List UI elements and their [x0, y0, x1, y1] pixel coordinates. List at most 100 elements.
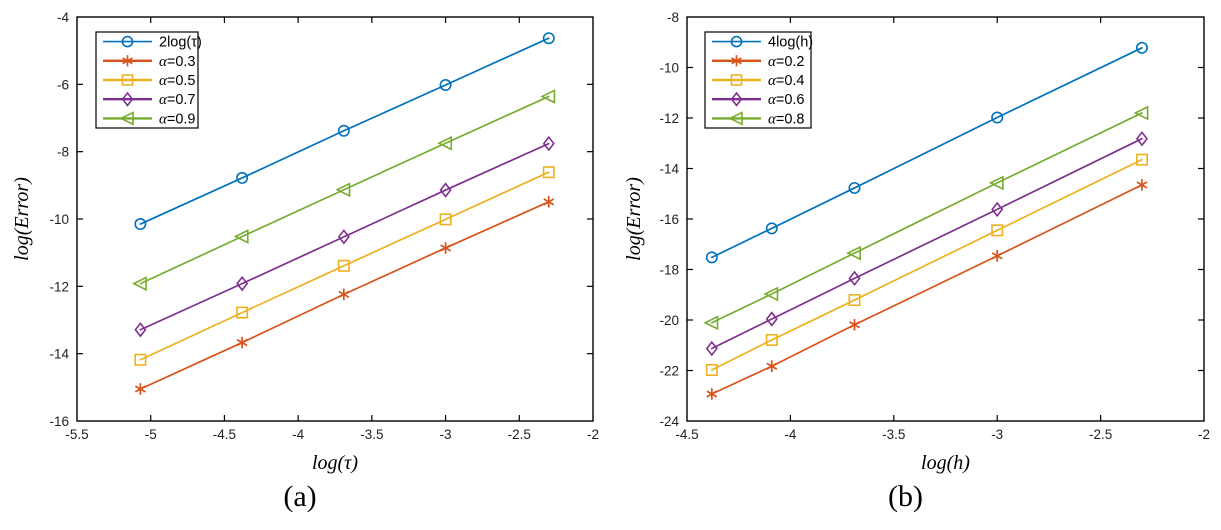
y-tick-label: -12: [49, 279, 69, 294]
legend-label: α=0.4: [768, 73, 805, 89]
data-point-marker-diamond: [439, 182, 452, 198]
legend-label: α=0.9: [159, 111, 196, 127]
legend-label: α=0.8: [768, 111, 805, 127]
data-point-marker-circle: [1135, 41, 1148, 54]
data-point-marker-square: [705, 363, 718, 376]
data-point-marker-square: [765, 333, 778, 346]
data-point-marker-diamond: [337, 229, 350, 245]
data-point-marker-asterisk: [706, 388, 718, 400]
data-point-marker-diamond: [542, 135, 555, 152]
panel-a-caption: (a): [283, 480, 317, 513]
x-tick-label: -4.5: [675, 427, 698, 442]
data-point-marker-asterisk: [991, 250, 1003, 262]
panel-b: -4.5 -4 -3.5 -3 -2.5 -2 -8 -10 -12 -14 -16 -18 -20 -2…: [620, 0, 1221, 530]
data-point-marker-circle: [121, 35, 134, 48]
data-point-marker-square: [121, 74, 134, 86]
x-tick-label: -5.5: [65, 427, 88, 442]
x-tick-label: -3: [440, 427, 452, 442]
x-tick-label: -2: [587, 427, 599, 442]
y-tick-label: -4: [57, 10, 69, 25]
data-point-marker-circle: [337, 124, 350, 137]
series-4: [703, 105, 1149, 331]
y-tick-label: -10: [659, 61, 679, 76]
data-point-marker-diamond: [121, 91, 134, 107]
panel-a: -5.5 -5 -4.5 -4 -3.5 -3 -2.5 -2 -4 -6 -8 -10 -12 -14 -…: [11, 10, 599, 513]
series-2: [705, 153, 1148, 376]
y-axis-title: log(Error): [11, 177, 33, 261]
data-point-marker-circle: [542, 32, 555, 45]
panel-a-plot: -5.5 -5 -4.5 -4 -3.5 -3 -2.5 -2 -4 -6 -8 -10 -12 -14 -…: [11, 10, 599, 474]
y-tick-label: -16: [659, 212, 679, 227]
data-point-marker-triangle-left: [437, 135, 453, 151]
data-point-marker-asterisk: [1136, 179, 1148, 191]
legend-label: 2log(τ): [159, 35, 202, 51]
panel-b-plot: -4.5 -4 -3.5 -3 -2.5 -2 -8 -10 -12 -14 -16 -18 -20 -2…: [623, 10, 1210, 474]
y-tick-label: -24: [659, 414, 679, 429]
panel-b-caption: (b): [888, 480, 923, 513]
series-line: [139, 95, 550, 285]
data-point-marker-square: [730, 74, 743, 86]
x-tick-label: -3: [991, 427, 1003, 442]
data-point-marker-circle: [236, 171, 249, 184]
series-1: [706, 179, 1148, 400]
x-tick-label: -3.5: [360, 427, 383, 442]
data-point-marker-circle: [705, 251, 718, 264]
series-line: [139, 37, 550, 225]
data-point-marker-triangle-left: [131, 276, 147, 292]
data-point-marker-asterisk: [134, 383, 146, 395]
y-tick-label: -22: [659, 364, 679, 379]
series-1: [134, 196, 555, 395]
data-point-marker-square: [991, 224, 1004, 237]
data-point-marker-square: [134, 353, 147, 366]
data-point-marker-asterisk: [338, 288, 350, 301]
y-tick-label: -14: [49, 347, 69, 362]
data-point-marker-triangle-left: [119, 111, 134, 126]
data-point-marker-diamond: [730, 91, 743, 107]
y-axis-title: log(Error): [623, 177, 645, 261]
x-tick-label: -4: [292, 427, 304, 442]
data-point-marker-diamond: [765, 311, 778, 327]
y-tick-label: -16: [49, 414, 69, 429]
series-3: [134, 135, 555, 338]
legend-label: α=0.2: [768, 54, 805, 70]
series-line: [710, 112, 1143, 324]
data-point-marker-circle: [439, 79, 452, 92]
data-point-marker-circle: [848, 181, 861, 194]
data-point-marker-diamond: [848, 270, 861, 287]
y-tick-label: -14: [659, 162, 679, 177]
data-point-marker-diamond: [705, 340, 718, 357]
legend-label: α=0.6: [768, 92, 805, 108]
x-tick-label: -5: [145, 427, 157, 442]
data-point-marker-asterisk: [849, 318, 860, 331]
data-point-marker-diamond: [134, 322, 147, 338]
series-2: [134, 166, 555, 366]
data-point-marker-triangle-left: [703, 315, 719, 331]
data-point-marker-triangle-left: [1133, 105, 1149, 121]
data-point-marker-asterisk: [766, 360, 778, 373]
data-point-marker-triangle-left: [540, 89, 556, 104]
data-point-marker-triangle-left: [335, 182, 351, 198]
legend-label: α=0.7: [159, 92, 196, 108]
data-point-marker-square: [542, 166, 555, 179]
x-tick-label: -4.5: [213, 427, 236, 442]
legend: 4log(h) α=0.2 α=0.4 α=0.6 α=0.8: [704, 31, 813, 129]
x-tick-label: -4: [784, 427, 796, 442]
x-tick-label: -2.5: [1089, 427, 1112, 442]
data-point-marker-triangle-left: [846, 245, 861, 261]
data-point-marker-square: [848, 294, 861, 307]
series-3: [705, 131, 1148, 357]
y-tick-label: -6: [57, 77, 69, 92]
y-tick-label: -12: [659, 111, 679, 126]
x-tick-label: -2.5: [508, 427, 531, 442]
y-tick-label: -10: [49, 212, 69, 227]
data-point-marker-asterisk: [440, 242, 452, 254]
x-axis-title: log(h): [921, 452, 970, 474]
y-tick-label: -8: [57, 145, 69, 160]
legend-label: α=0.3: [159, 54, 196, 70]
data-point-marker-square: [337, 259, 350, 272]
y-tick-label: -18: [659, 263, 679, 278]
series-line: [139, 142, 550, 331]
data-point-marker-circle: [765, 222, 778, 235]
data-point-marker-triangle-left: [763, 286, 779, 302]
